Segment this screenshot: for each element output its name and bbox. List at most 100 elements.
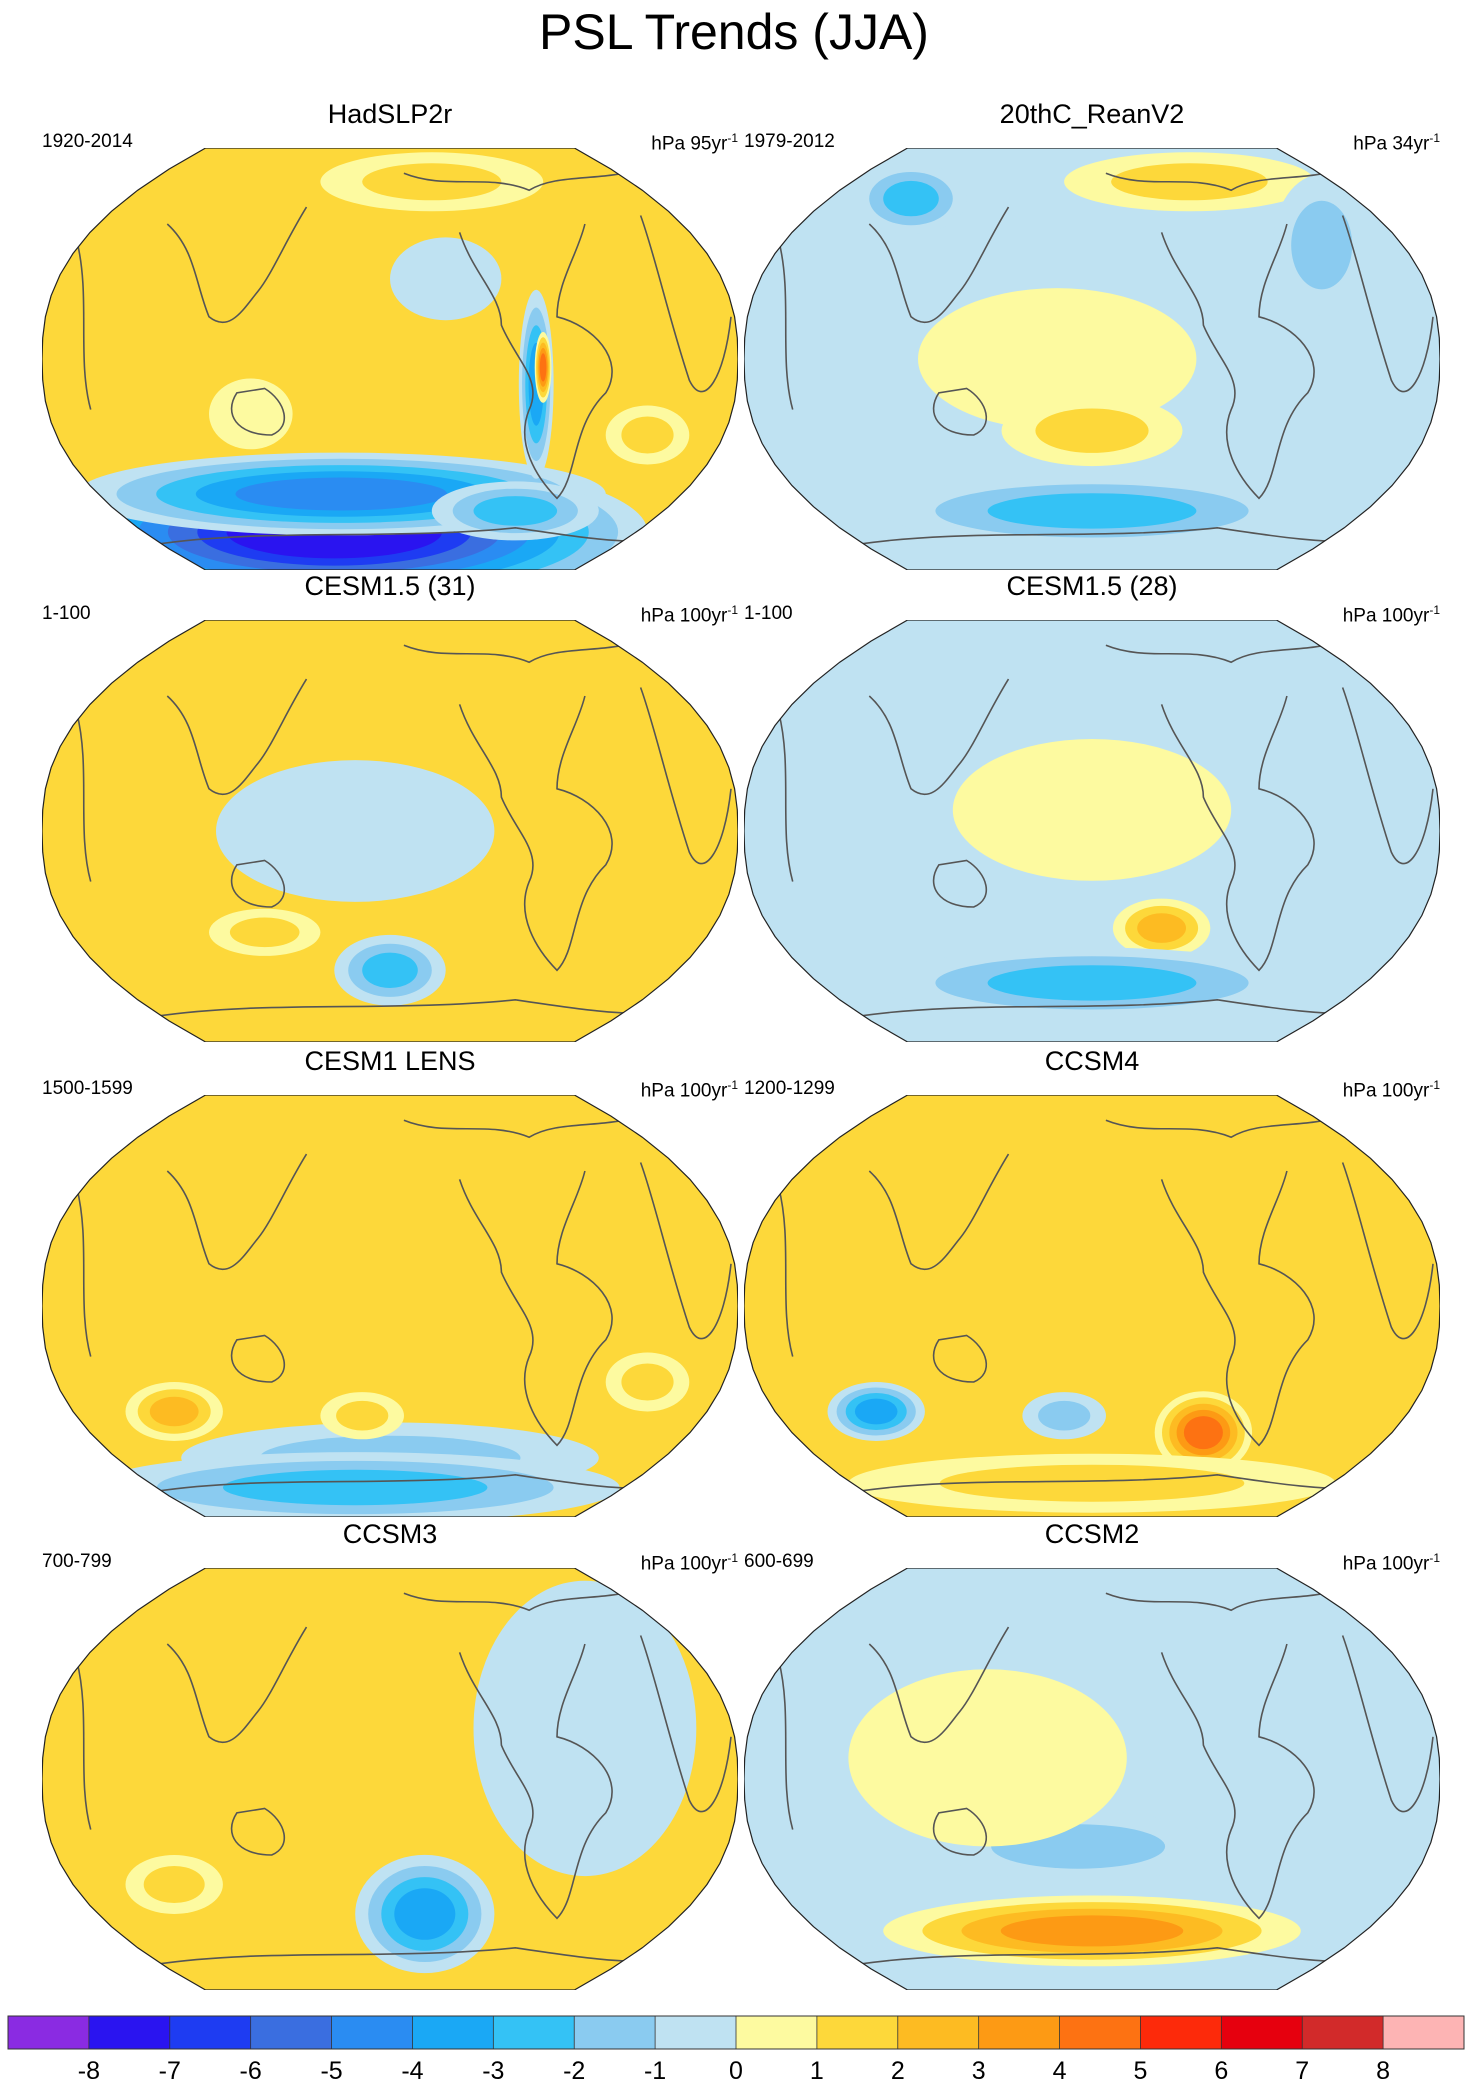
trend-anomaly [390, 237, 502, 321]
coastline [868, 1153, 1010, 1271]
colorbar-tick-label: -3 [482, 2057, 504, 2082]
colorbar-swatch [574, 2016, 656, 2049]
coastline [1160, 1643, 1315, 1920]
units-exponent: -1 [1429, 1551, 1440, 1565]
trend-anomaly [952, 739, 1232, 881]
coastline [76, 712, 92, 882]
panel-period: 1-100 [42, 603, 91, 624]
trend-anomaly [1000, 1915, 1184, 1947]
colorbar-swatch [897, 2016, 980, 2049]
map-field [42, 1568, 738, 1990]
trend-anomaly [939, 1464, 1245, 1502]
trend-anomaly [539, 353, 547, 382]
panel-units: hPa 100yr-1 [1343, 1073, 1440, 1103]
colorbar-swatch [1059, 2016, 1141, 2049]
chart-title: PSL Trends (JJA) [539, 4, 929, 60]
units-base: hPa 100yr [640, 1080, 728, 1102]
colorbar-tick-label: -4 [401, 2057, 423, 2082]
map-field [744, 620, 1440, 1042]
colorbar-tick-label: -1 [644, 2057, 666, 2082]
map-outline [744, 620, 1440, 1042]
map-panel: CCSM4 1200-1299 hPa 100yr-1 [742, 1045, 1442, 1517]
coastline [1341, 1162, 1434, 1340]
coastline [76, 1660, 92, 1830]
map-panel: CESM1.5 (28) 1-100 hPa 100yr-1 [742, 570, 1442, 1042]
coastline [458, 695, 613, 972]
trend-anomaly [223, 1469, 488, 1506]
trend-anomaly [473, 496, 558, 526]
coastline [932, 1807, 988, 1856]
coastline [153, 1946, 669, 1966]
map-outline [42, 1095, 738, 1517]
colorbar-swatch [8, 2016, 90, 2049]
trend-anomaly [229, 917, 300, 948]
coastline [1341, 687, 1434, 865]
colorbar-swatch [816, 2016, 899, 2049]
colorbar-swatch [1302, 2016, 1384, 2049]
coastline [855, 1946, 1371, 1966]
coastline [855, 1473, 1371, 1493]
colorbar-swatch [88, 2016, 171, 2049]
panel-title: CESM1 LENS [304, 1046, 476, 1076]
map-field [744, 148, 1440, 570]
coastline [868, 206, 1010, 324]
trend-anomaly [1291, 200, 1353, 290]
coastline [153, 998, 669, 1018]
trend-anomaly [336, 1400, 389, 1431]
coastline [1160, 223, 1315, 500]
trend-anomaly [621, 1363, 674, 1401]
coastline [230, 859, 286, 908]
units-exponent: -1 [727, 1078, 738, 1092]
coastline [778, 1660, 794, 1830]
units-base: hPa 100yr [1342, 605, 1430, 627]
panel-units: hPa 100yr-1 [641, 1546, 738, 1576]
panel-period: 1920-2014 [42, 131, 133, 152]
coastline [1105, 168, 1343, 192]
trend-anomaly [235, 477, 448, 511]
coastline [403, 168, 641, 192]
coastline [868, 1626, 1010, 1744]
units-exponent: -1 [727, 603, 738, 617]
coastline [230, 1334, 286, 1383]
trend-anomaly [143, 1866, 205, 1903]
map-panel: 20thC_ReanV2 1979-2012 hPa 34yr-1 [742, 98, 1442, 570]
coastline [153, 1473, 669, 1493]
coastline [855, 526, 1371, 546]
trend-anomaly [216, 760, 495, 902]
colorbar-tick-label: 8 [1376, 2057, 1390, 2082]
map-field [42, 1095, 738, 1517]
coastline [1105, 1588, 1343, 1612]
colorbar-tick-label: 4 [1053, 2057, 1067, 2082]
panel-title: CCSM2 [1044, 1519, 1140, 1549]
colorbar-swatch [1383, 2016, 1465, 2049]
coastline [639, 215, 732, 393]
coastline [639, 687, 732, 865]
panel-title: CCSM4 [1044, 1046, 1140, 1076]
panel-title: 20thC_ReanV2 [999, 99, 1185, 129]
coastline [1105, 640, 1343, 664]
coastline [778, 1187, 794, 1357]
units-exponent: -1 [1429, 131, 1440, 145]
panel-title: CESM1.5 (28) [1006, 571, 1178, 601]
colorbar-swatch [1140, 2016, 1222, 2049]
trend-anomaly [1035, 408, 1149, 453]
colorbar-tick-label: 1 [810, 2057, 824, 2082]
coastline [76, 1187, 92, 1357]
coastline [1341, 215, 1434, 393]
colorbar-tick-label: -7 [159, 2057, 181, 2082]
units-exponent: -1 [727, 131, 738, 145]
coastline [932, 387, 988, 436]
trend-anomaly [149, 1396, 199, 1427]
coastline [166, 1626, 308, 1744]
colorbar-swatch [1221, 2016, 1303, 2049]
colorbar-tick-label: 5 [1133, 2057, 1147, 2082]
map-outline [42, 620, 738, 1042]
trend-anomaly [362, 163, 502, 201]
colorbar-tick-label: 6 [1214, 2057, 1228, 2082]
background-field [744, 1095, 1440, 1517]
coastline [639, 1635, 732, 1813]
panel-units: hPa 34yr-1 [1353, 126, 1440, 156]
map-field [42, 620, 738, 1042]
units-base: hPa 34yr [1353, 133, 1430, 155]
coastline [1105, 1115, 1343, 1139]
